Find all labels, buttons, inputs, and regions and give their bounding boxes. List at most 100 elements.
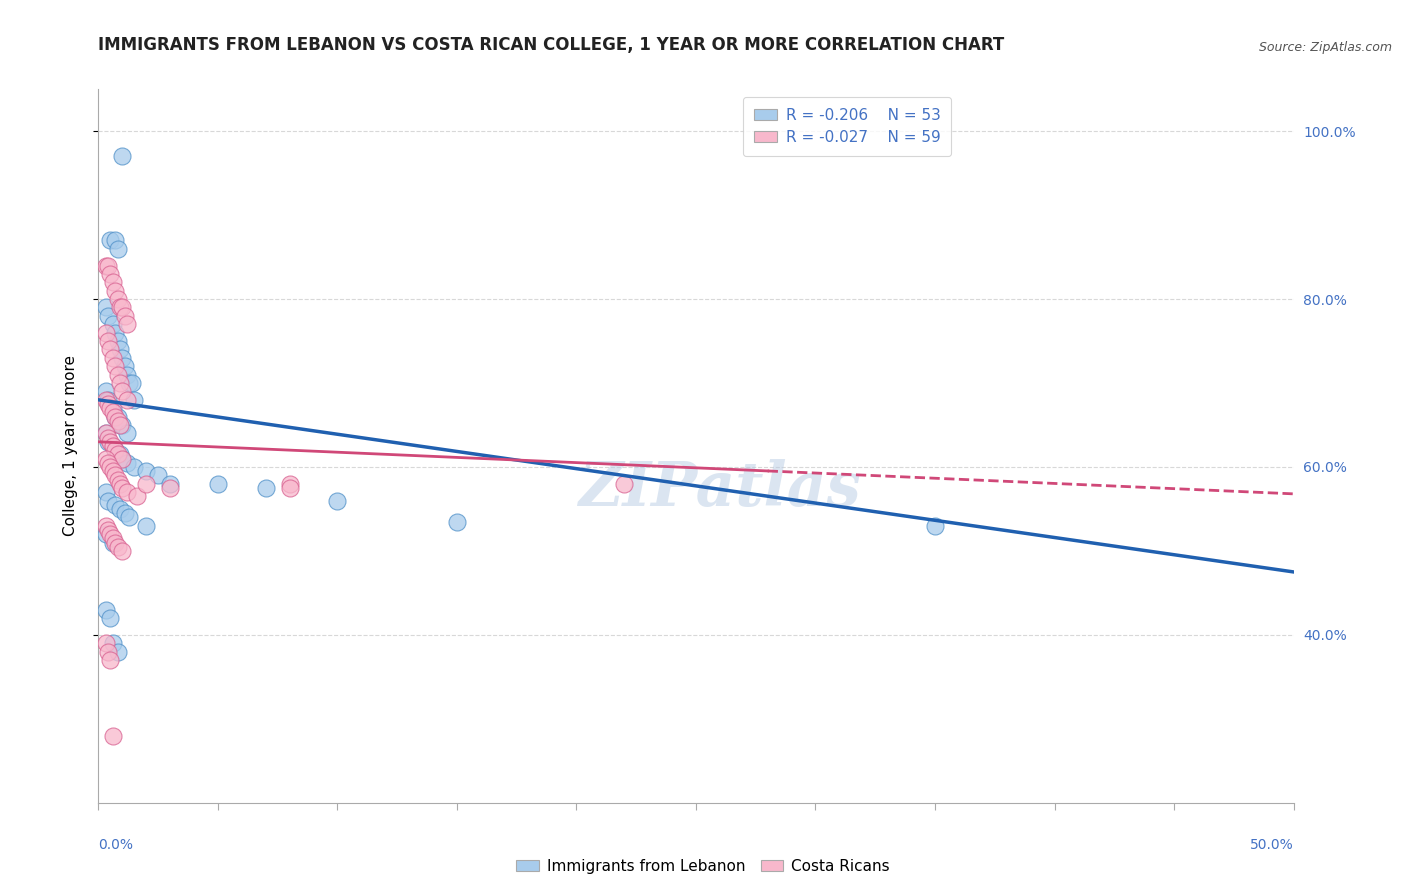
Point [111, 544, 134, 558]
Point [97, 434, 120, 449]
Point [118, 510, 141, 524]
Point [108, 447, 131, 461]
Point [97, 645, 120, 659]
Point [125, 489, 148, 503]
Point [101, 351, 124, 365]
Point [159, 476, 181, 491]
Point [104, 409, 127, 424]
Point [107, 368, 129, 382]
Point [101, 729, 124, 743]
Point [97, 431, 120, 445]
Point [107, 292, 129, 306]
Point [107, 473, 129, 487]
Point [115, 456, 138, 470]
Point [98, 233, 122, 247]
Point [97, 493, 120, 508]
Point [104, 284, 127, 298]
Point [254, 481, 277, 495]
Point [94, 485, 117, 500]
Point [104, 409, 127, 424]
Point [278, 481, 301, 495]
Point [97, 397, 120, 411]
Point [111, 149, 134, 163]
Point [101, 318, 124, 332]
Point [104, 443, 127, 458]
Legend: R = -0.206    N = 53, R = -0.027    N = 59: R = -0.206 N = 53, R = -0.027 N = 59 [742, 97, 952, 156]
Point [111, 451, 134, 466]
Point [107, 645, 129, 659]
Point [107, 540, 129, 554]
Point [101, 464, 124, 478]
Point [115, 318, 138, 332]
Point [115, 368, 138, 382]
Point [104, 468, 127, 483]
Point [94, 384, 117, 399]
Point [101, 405, 124, 419]
Point [94, 301, 117, 315]
Point [148, 468, 170, 483]
Text: Source: ZipAtlas.com: Source: ZipAtlas.com [1258, 40, 1392, 54]
Point [278, 476, 301, 491]
Point [107, 414, 129, 428]
Point [135, 476, 157, 491]
Point [101, 439, 124, 453]
Text: 0.0%: 0.0% [98, 838, 134, 853]
Point [108, 343, 131, 357]
Point [101, 275, 124, 289]
Point [101, 535, 124, 549]
Point [104, 498, 127, 512]
Point [94, 426, 117, 441]
Point [111, 301, 134, 315]
Point [104, 535, 127, 549]
Point [115, 426, 138, 441]
Text: 50.0%: 50.0% [1250, 838, 1294, 853]
Point [101, 439, 124, 453]
Point [108, 417, 131, 432]
Point [159, 481, 181, 495]
Point [97, 334, 120, 348]
Text: ZIPatlas: ZIPatlas [578, 458, 862, 519]
Point [124, 392, 146, 407]
Point [135, 518, 157, 533]
Point [111, 384, 134, 399]
Point [135, 464, 157, 478]
Text: IMMIGRANTS FROM LEBANON VS COSTA RICAN COLLEGE, 1 YEAR OR MORE CORRELATION CHART: IMMIGRANTS FROM LEBANON VS COSTA RICAN C… [98, 36, 1005, 54]
Point [111, 481, 134, 495]
Point [326, 493, 349, 508]
Point [98, 460, 122, 475]
Point [98, 434, 122, 449]
Point [107, 242, 129, 256]
Point [115, 392, 138, 407]
Point [108, 417, 131, 432]
Point [104, 443, 127, 458]
Point [108, 476, 131, 491]
Point [613, 476, 636, 491]
Point [98, 653, 122, 667]
Point [101, 532, 124, 546]
Point [101, 636, 124, 650]
Point [104, 326, 127, 340]
Point [94, 259, 117, 273]
Point [108, 301, 131, 315]
Point [114, 506, 136, 520]
Point [107, 409, 129, 424]
Point [97, 523, 120, 537]
Point [114, 309, 136, 323]
Point [97, 456, 120, 470]
Point [121, 376, 143, 390]
Point [94, 426, 117, 441]
Point [104, 233, 127, 247]
Point [98, 267, 122, 281]
Point [94, 392, 117, 407]
Point [98, 527, 122, 541]
Point [97, 309, 120, 323]
Point [94, 451, 117, 466]
Point [94, 636, 117, 650]
Point [446, 515, 468, 529]
Point [115, 485, 138, 500]
Point [107, 334, 129, 348]
Point [98, 611, 122, 625]
Point [98, 401, 122, 416]
Y-axis label: College, 1 year or more: College, 1 year or more [63, 356, 77, 536]
Point [107, 447, 129, 461]
